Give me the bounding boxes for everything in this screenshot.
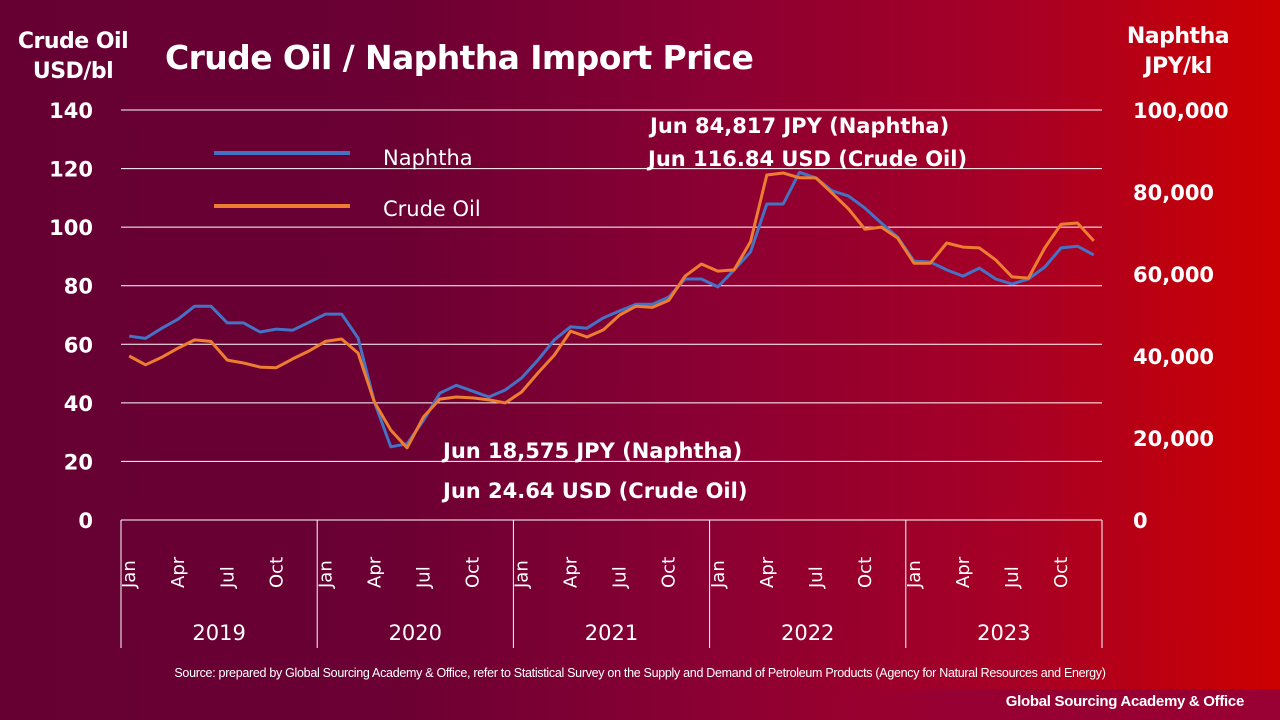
- source-note: Source: prepared by Global Sourcing Acad…: [174, 666, 1106, 680]
- left-tick-label: 40: [64, 392, 93, 416]
- left-tick-label: 140: [49, 99, 93, 123]
- year-label: 2021: [585, 621, 638, 645]
- month-tick-label: Jan: [512, 560, 533, 589]
- annotation-low-naphtha: Jun 18,575 JPY (Naphtha): [441, 439, 742, 463]
- legend-label-naphtha: Naphtha: [383, 146, 473, 170]
- month-tick-label: Jul: [413, 566, 434, 589]
- left-tick-label: 120: [49, 158, 93, 182]
- month-tick-label: Jul: [806, 566, 827, 589]
- series-lines: [128, 170, 1095, 450]
- month-tick-label: Oct: [463, 557, 484, 588]
- month-tick-label: Jul: [217, 566, 238, 589]
- right-tick-label: 40,000: [1133, 345, 1214, 369]
- brand-label: Global Sourcing Academy & Office: [1005, 693, 1245, 710]
- month-tick-label: Jul: [610, 566, 631, 589]
- month-tick-label: Oct: [855, 557, 876, 588]
- right-axis-title-line1: Naphtha: [1126, 24, 1230, 49]
- x-axis: 2019 Jan Apr Jul Oct 2020 Jan Apr Jul Oct 2021 Jan A…: [119, 519, 1103, 648]
- month-tick-label: Oct: [1051, 557, 1072, 588]
- month-tick-label: Jan: [708, 560, 729, 589]
- year-label: 2023: [977, 621, 1030, 645]
- annotations: Jun 84,817 JPY (Naphtha) Jun 116.84 USD …: [441, 114, 967, 503]
- right-tick-label: 0: [1133, 509, 1148, 533]
- right-tick-label: 80,000: [1133, 181, 1214, 205]
- right-tick-label: 60,000: [1133, 263, 1214, 287]
- month-tick-label: Apr: [364, 556, 385, 588]
- right-axis-title: Naphtha JPY/kl: [1108, 22, 1248, 82]
- left-axis-title-line2: USD/bl: [32, 59, 114, 84]
- series-line-crude-oil: [128, 171, 1095, 450]
- right-tick-label: 100,000: [1133, 99, 1229, 123]
- series-line-naphtha: [128, 170, 1095, 449]
- chart-title: Crude Oil / Naphtha Import Price: [165, 38, 754, 77]
- left-axis-ticks: 0 20 40 60 80 100 120 140: [49, 99, 93, 533]
- right-axis-ticks: 0 20,000 40,000 60,000 80,000 100,000: [1133, 99, 1229, 533]
- month-tick-label: Jan: [315, 560, 336, 589]
- right-tick-label: 20,000: [1133, 427, 1214, 451]
- right-axis-title-line2: JPY/kl: [1144, 54, 1212, 79]
- left-tick-label: 100: [49, 216, 93, 240]
- year-label: 2022: [781, 621, 834, 645]
- month-tick-label: Apr: [757, 556, 778, 588]
- year-label: 2020: [389, 621, 442, 645]
- annotation-low-crude: Jun 24.64 USD (Crude Oil): [441, 479, 747, 503]
- gridlines: [121, 109, 1102, 462]
- legend: Naphtha Crude Oil: [214, 146, 481, 221]
- month-tick-label: Oct: [266, 557, 287, 588]
- annotation-peak-naphtha: Jun 84,817 JPY (Naphtha): [648, 114, 949, 138]
- annotation-peak-crude: Jun 116.84 USD (Crude Oil): [646, 147, 967, 171]
- month-tick-label: Oct: [659, 557, 680, 588]
- month-tick-label: Apr: [561, 556, 582, 588]
- year-label: 2019: [192, 621, 245, 645]
- legend-label-crude-oil: Crude Oil: [383, 197, 481, 221]
- month-tick-label: Jul: [1002, 566, 1023, 589]
- left-tick-label: 20: [64, 450, 93, 474]
- month-tick-label: Apr: [953, 556, 974, 588]
- left-tick-label: 80: [64, 275, 93, 299]
- left-tick-label: 60: [64, 333, 93, 357]
- month-tick-label: Apr: [168, 556, 189, 588]
- brand-bar: [0, 689, 1280, 720]
- month-tick-label: Jan: [904, 560, 925, 589]
- left-axis-title-line1: Crude Oil: [17, 29, 129, 54]
- left-axis-title: Crude Oil USD/bl: [6, 27, 140, 87]
- left-tick-label: 0: [78, 509, 93, 533]
- month-tick-label: Jan: [119, 560, 140, 589]
